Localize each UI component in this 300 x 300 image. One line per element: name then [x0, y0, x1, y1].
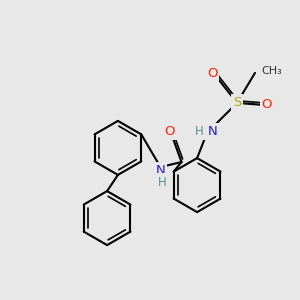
Text: H: H: [195, 125, 204, 138]
Text: O: O: [262, 98, 272, 112]
Text: CH₃: CH₃: [261, 66, 282, 76]
Text: N: N: [156, 164, 165, 178]
Text: N: N: [208, 125, 217, 138]
Text: H: H: [158, 176, 166, 189]
Text: O: O: [207, 67, 217, 80]
Text: O: O: [164, 125, 175, 138]
Text: S: S: [233, 96, 241, 110]
